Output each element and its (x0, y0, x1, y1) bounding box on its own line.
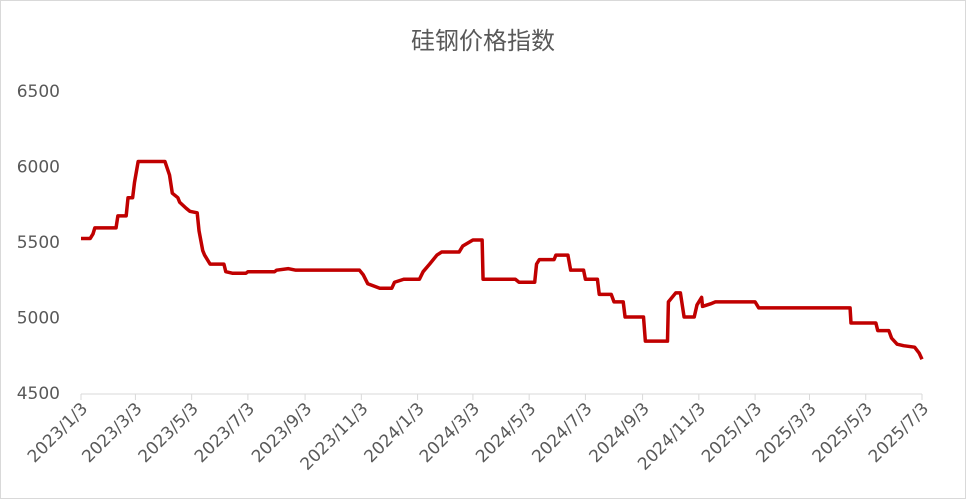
data-line (81, 159, 924, 360)
y-tick-label: 4500 (17, 384, 60, 404)
y-tick-label: 5000 (17, 309, 60, 329)
y-tick-label: 5500 (17, 233, 60, 253)
y-tick-label: 6500 (17, 82, 60, 102)
chart-title: 硅钢价格指数 (411, 27, 555, 55)
y-tick-label: 6000 (17, 158, 60, 178)
